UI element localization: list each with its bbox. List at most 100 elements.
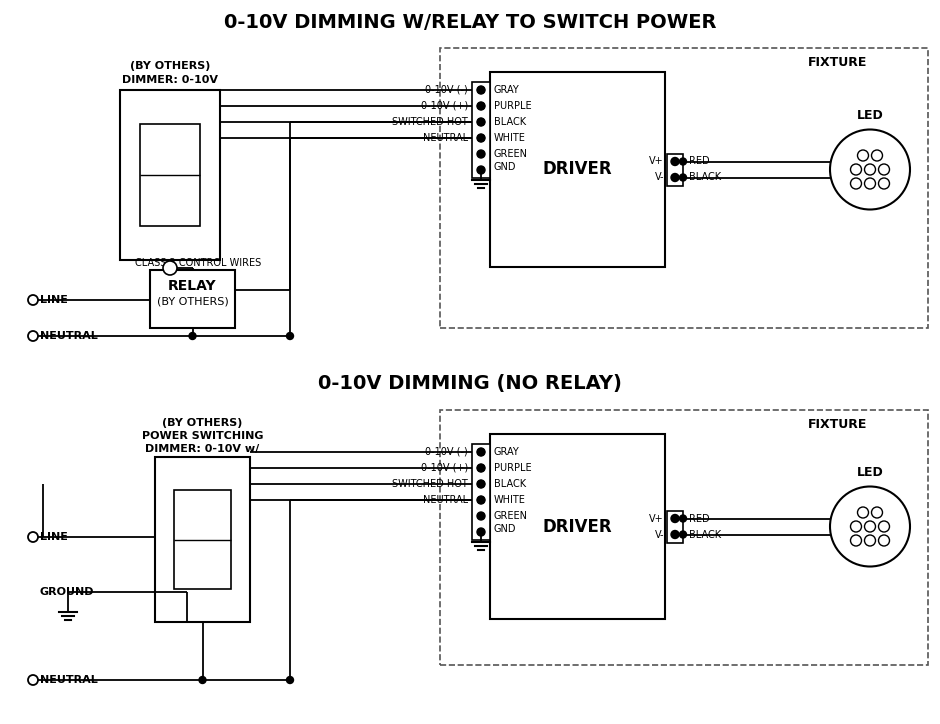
Circle shape xyxy=(830,487,910,566)
Circle shape xyxy=(287,332,293,340)
Circle shape xyxy=(680,174,686,181)
Bar xyxy=(490,72,665,267)
Text: GREEN: GREEN xyxy=(494,149,528,159)
Circle shape xyxy=(865,521,875,532)
Circle shape xyxy=(28,532,38,542)
Circle shape xyxy=(28,295,38,305)
Circle shape xyxy=(871,507,883,518)
Text: DIMMER: 0-10V w/: DIMMER: 0-10V w/ xyxy=(146,444,259,454)
Circle shape xyxy=(879,178,889,189)
Text: 0-10V (-): 0-10V (-) xyxy=(425,447,468,457)
Bar xyxy=(150,270,235,328)
Text: BLACK: BLACK xyxy=(494,117,526,127)
Text: LED: LED xyxy=(856,109,884,122)
Circle shape xyxy=(477,480,485,488)
Text: 0-10V DIMMING W/RELAY TO SWITCH POWER: 0-10V DIMMING W/RELAY TO SWITCH POWER xyxy=(224,12,716,32)
Circle shape xyxy=(477,512,485,520)
Text: 0-10V (+): 0-10V (+) xyxy=(421,463,468,473)
Circle shape xyxy=(851,521,861,532)
Circle shape xyxy=(478,135,484,141)
Text: GROUND: GROUND xyxy=(40,587,95,597)
Bar xyxy=(667,153,683,185)
Text: FIXTURE: FIXTURE xyxy=(808,418,868,431)
Circle shape xyxy=(477,464,485,472)
Text: 0-10V DIMMING (NO RELAY): 0-10V DIMMING (NO RELAY) xyxy=(318,374,622,394)
Bar xyxy=(155,457,250,622)
Circle shape xyxy=(857,507,869,518)
Circle shape xyxy=(189,332,196,340)
Text: NEUTRAL: NEUTRAL xyxy=(423,133,468,143)
Text: SWITCHED HOT: SWITCHED HOT xyxy=(392,479,468,489)
Circle shape xyxy=(851,178,861,189)
Text: GND: GND xyxy=(494,162,516,172)
Text: SWITCHED HOT: SWITCHED HOT xyxy=(392,117,468,127)
Circle shape xyxy=(680,531,686,538)
Circle shape xyxy=(28,331,38,341)
Circle shape xyxy=(857,150,869,161)
Text: 0-10V (-): 0-10V (-) xyxy=(425,85,468,95)
Circle shape xyxy=(671,531,679,539)
Bar xyxy=(120,90,220,260)
Circle shape xyxy=(477,86,485,94)
Text: BLACK: BLACK xyxy=(689,529,721,539)
Circle shape xyxy=(879,535,889,546)
Circle shape xyxy=(28,675,38,685)
Circle shape xyxy=(865,178,875,189)
Bar xyxy=(440,410,928,665)
Text: LINE: LINE xyxy=(40,295,68,305)
Circle shape xyxy=(478,465,484,471)
Circle shape xyxy=(477,448,485,456)
Circle shape xyxy=(680,158,686,165)
Bar xyxy=(667,510,683,542)
Bar xyxy=(490,434,665,619)
Circle shape xyxy=(478,119,484,125)
Circle shape xyxy=(287,676,293,683)
Text: PURPLE: PURPLE xyxy=(494,463,532,473)
Circle shape xyxy=(477,496,485,504)
Circle shape xyxy=(851,535,861,546)
Text: GRAY: GRAY xyxy=(494,447,520,457)
Bar xyxy=(440,48,928,328)
Circle shape xyxy=(851,164,861,175)
Text: (BY OTHERS): (BY OTHERS) xyxy=(163,418,243,428)
Text: PURPLE: PURPLE xyxy=(494,101,532,111)
Circle shape xyxy=(477,118,485,126)
Text: GRAY: GRAY xyxy=(494,85,520,95)
Text: (BY OTHERS): (BY OTHERS) xyxy=(130,61,211,71)
Circle shape xyxy=(680,515,686,522)
Circle shape xyxy=(477,150,485,158)
Circle shape xyxy=(865,164,875,175)
Circle shape xyxy=(478,448,484,455)
Text: (BY OTHERS): (BY OTHERS) xyxy=(157,297,228,307)
Circle shape xyxy=(879,521,889,532)
Circle shape xyxy=(830,130,910,209)
Circle shape xyxy=(478,497,484,503)
Text: LED: LED xyxy=(856,466,884,479)
Text: NEUTRAL: NEUTRAL xyxy=(40,331,98,341)
Text: CLASS 2 CONTROL WIRES: CLASS 2 CONTROL WIRES xyxy=(135,258,261,268)
Circle shape xyxy=(478,103,484,109)
Text: LINE: LINE xyxy=(40,532,68,542)
Text: BLACK: BLACK xyxy=(494,479,526,489)
Circle shape xyxy=(478,481,484,487)
Text: DIMMER: 0-10V: DIMMER: 0-10V xyxy=(122,75,218,85)
Text: POWER SWITCHING: POWER SWITCHING xyxy=(142,431,263,441)
Text: GREEN: GREEN xyxy=(494,511,528,521)
Circle shape xyxy=(477,528,485,536)
Text: RELAY: RELAY xyxy=(168,279,217,293)
Text: V+: V+ xyxy=(650,513,664,523)
Text: DRIVER: DRIVER xyxy=(542,161,612,179)
Text: 0-10V (+): 0-10V (+) xyxy=(421,101,468,111)
Circle shape xyxy=(477,134,485,142)
Bar xyxy=(174,490,231,589)
Bar xyxy=(472,444,490,540)
Text: FIXTURE: FIXTURE xyxy=(808,56,868,69)
Bar xyxy=(140,124,200,226)
Text: BLACK: BLACK xyxy=(689,172,721,182)
Circle shape xyxy=(671,515,679,523)
Text: NEUTRAL: NEUTRAL xyxy=(40,675,98,685)
Circle shape xyxy=(199,676,206,683)
Bar xyxy=(472,82,490,178)
Circle shape xyxy=(865,535,875,546)
Text: GND: GND xyxy=(494,524,516,534)
